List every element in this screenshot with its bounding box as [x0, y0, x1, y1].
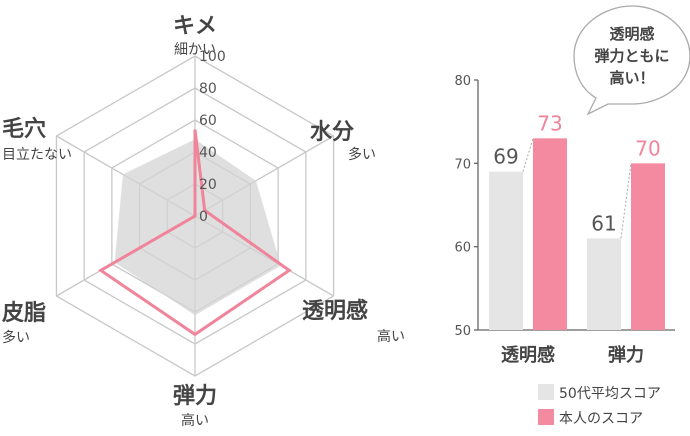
radar-series [97, 129, 292, 337]
radar-axis-sub: 高い [181, 412, 209, 429]
radar-axis-name: 毛穴 [2, 116, 46, 142]
bar-average [489, 171, 523, 330]
legend-swatch [538, 384, 554, 400]
radar-tick-label: 0 [199, 209, 208, 225]
legend-swatch [538, 409, 554, 425]
bar-connector [620, 163, 632, 239]
bar-self [533, 138, 567, 330]
radar-axis-name: 透明感 [302, 298, 368, 324]
bar-category-label: 透明感 [501, 344, 555, 366]
bar-value-label: 61 [591, 211, 616, 235]
radar-axis-sub: 高い [377, 328, 405, 345]
radar-tick-label: 40 [199, 145, 217, 161]
radar-axis-name: 弾力 [173, 383, 217, 409]
callout-text-line: 透明感 [609, 25, 654, 43]
bar-y-tick-label: 70 [454, 157, 471, 172]
radar-axis-name: 水分 [310, 120, 354, 145]
callout-text-line: 弾力ともに [594, 47, 669, 65]
bar-category-labels: 透明感 弾力 [501, 344, 644, 366]
radar-tick-label: 20 [199, 177, 217, 193]
radar-axis-sub: 多い [2, 329, 30, 346]
bar-connector [522, 138, 534, 172]
radar-tick-label: 80 [199, 81, 217, 97]
radar-tick-labels: 0 20 40 60 80 100 [199, 49, 226, 225]
radar-series-average [114, 139, 281, 316]
radar-axis-sub: 多い [348, 146, 376, 163]
radar-series-self [97, 129, 292, 337]
bar-marks: 69 73 61 70 [489, 111, 665, 330]
bar-y-tick-label: 60 [454, 241, 471, 256]
radar-axis-name: キメ [173, 14, 217, 39]
bar-average [587, 238, 621, 330]
bar-category-label: 弾力 [608, 344, 644, 366]
callout-text-line: 高い！ [609, 69, 654, 87]
bar-value-label: 70 [635, 136, 660, 160]
bar-self [631, 163, 665, 330]
radar-axis-name: 皮脂 [2, 300, 46, 326]
bar-y-tick-label: 80 [454, 74, 471, 89]
radar-tick-label: 60 [199, 113, 217, 129]
bar-value-label: 69 [493, 145, 518, 169]
bar-y-tick-label: 50 [454, 324, 471, 339]
bar-value-label: 73 [537, 111, 562, 135]
legend-label: 本人のスコア [559, 411, 643, 427]
radar-axis-sub: 目立たない [2, 147, 72, 163]
radar-axis-sub: 細かい [174, 42, 216, 58]
legend-label: 50代平均スコア [559, 386, 661, 402]
radar-tick-label: 100 [199, 49, 226, 65]
